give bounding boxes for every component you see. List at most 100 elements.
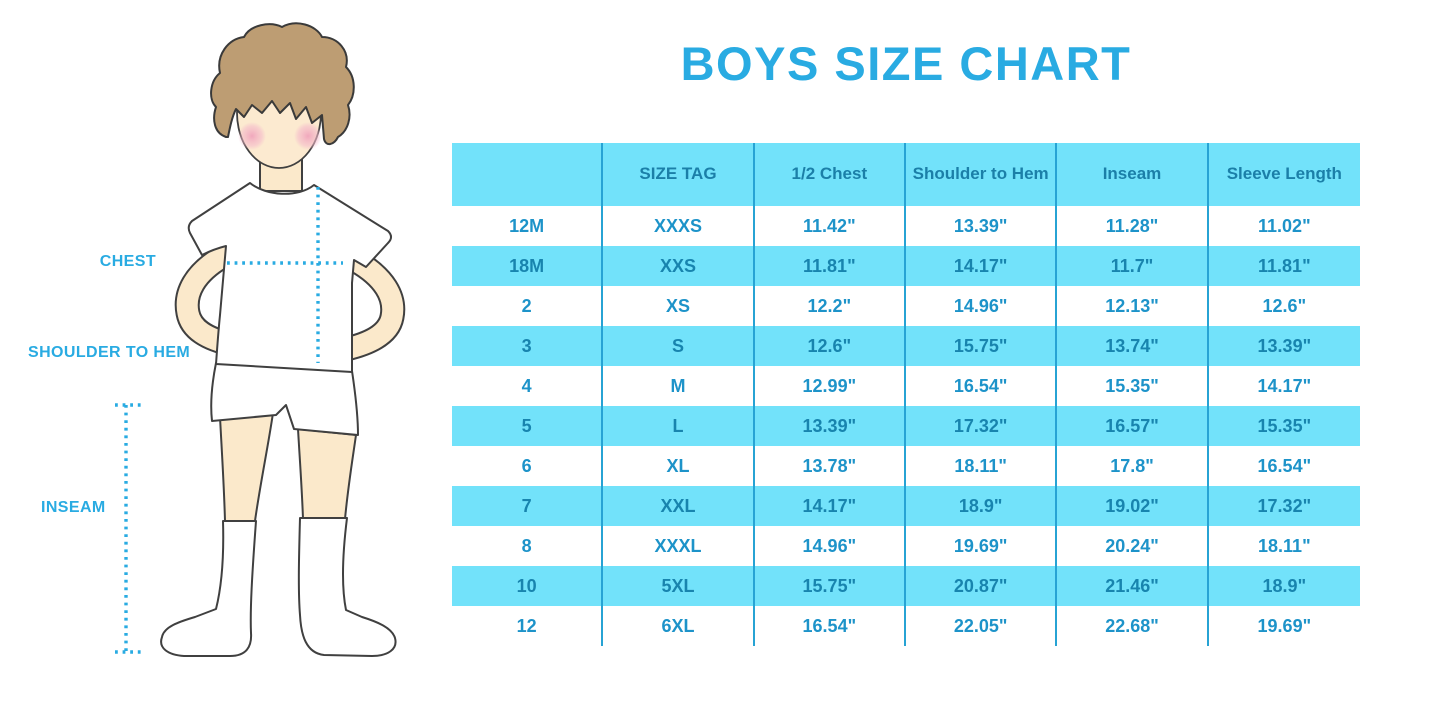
table-row: 4 M 12.99" 16.54" 15.35" 14.17" <box>452 366 1360 406</box>
table-cell: L <box>603 406 755 446</box>
size-table-header-row: SIZE TAG 1/2 Chest Shoulder to Hem Inseam Sl… <box>452 143 1360 206</box>
right-arm <box>335 250 404 360</box>
table-cell: 14.96" <box>755 526 906 566</box>
table-cell: XXS <box>603 246 755 286</box>
table-cell: 12.13" <box>1057 286 1209 326</box>
table-cell: 4 <box>452 366 604 406</box>
table-cell: 19.69" <box>1257 615 1312 636</box>
table-cell: 7 <box>452 486 604 526</box>
table-cell: 5 <box>452 406 604 446</box>
table-cell: 18.11" <box>906 446 1058 486</box>
table-row: 12 6XL 16.54" 22.05" 22.68" 19.69" <box>452 606 1360 646</box>
table-cell: 11.28" <box>1057 206 1209 246</box>
table-cell: 14.17" <box>1257 375 1312 396</box>
table-row: 8 XXXL 14.96" 19.69" 20.24" 18.11" <box>452 526 1360 566</box>
table-cell: 12.2" <box>755 286 906 326</box>
table-cell: 22.68" <box>1057 606 1209 646</box>
table-row: 2 XS 12.2" 14.96" 12.13" 12.6" <box>452 286 1360 326</box>
table-row: 18M XXS 11.81" 14.17" 11.7" 11.81" <box>452 246 1360 286</box>
table-cell: XL <box>603 446 755 486</box>
table-cell: XXXL <box>603 526 755 566</box>
table-cell: XXL <box>603 486 755 526</box>
column-header: SIZE TAG <box>603 143 755 206</box>
column-header: Sleeve Length <box>1226 164 1342 184</box>
shorts <box>210 362 359 436</box>
table-cell: 19.69" <box>906 526 1058 566</box>
table-cell: 6XL <box>603 606 755 646</box>
table-cell: 12.99" <box>755 366 906 406</box>
table-cell: 14.17" <box>755 486 906 526</box>
table-cell: 14.17" <box>906 246 1058 286</box>
table-cell: 18M <box>452 246 604 286</box>
left-leg <box>218 411 275 522</box>
table-cell: 20.87" <box>906 566 1058 606</box>
left-cheek-blush <box>238 122 266 150</box>
table-cell: M <box>603 366 755 406</box>
table-cell: 16.54" <box>755 606 906 646</box>
table-cell: 12M <box>452 206 604 246</box>
table-cell: 8 <box>452 526 604 566</box>
left-arm <box>176 246 245 356</box>
size-table: SIZE TAG 1/2 Chest Shoulder to Hem Inseam Sl… <box>452 143 1360 646</box>
table-row: 7 XXL 14.17" 18.9" 19.02" 17.32" <box>452 486 1360 526</box>
table-cell: 11.02" <box>1258 215 1311 236</box>
table-cell: 11.42" <box>755 206 906 246</box>
table-cell: 12.6" <box>755 326 906 366</box>
table-row: 5 L 13.39" 17.32" 16.57" 15.35" <box>452 406 1360 446</box>
table-cell: 13.39" <box>755 406 906 446</box>
page-title: BOYS SIZE CHART <box>680 37 1132 90</box>
table-cell: 16.54" <box>1257 455 1312 476</box>
table-cell: 15.75" <box>755 566 906 606</box>
table-cell: 6 <box>452 446 604 486</box>
boy-figure-drawing <box>115 22 406 657</box>
table-cell: 21.46" <box>1057 566 1209 606</box>
table-cell: 10 <box>452 566 604 606</box>
table-cell: 14.96" <box>906 286 1058 326</box>
right-sock <box>297 517 397 657</box>
table-cell: 18.9" <box>1262 575 1307 596</box>
table-cell: 16.57" <box>1057 406 1209 446</box>
column-header: Shoulder to Hem <box>906 143 1058 206</box>
boy-measurement-illustration <box>100 15 420 705</box>
table-cell: 17.8" <box>1057 446 1209 486</box>
table-cell: 18.11" <box>1258 535 1311 556</box>
left-sock <box>160 520 257 657</box>
table-cell: 16.54" <box>906 366 1058 406</box>
table-row: 3 S 12.6" 15.75" 13.74" 13.39" <box>452 326 1360 366</box>
table-cell: 15.75" <box>906 326 1058 366</box>
table-cell: S <box>603 326 755 366</box>
table-cell: 5XL <box>603 566 755 606</box>
table-cell: 12.6" <box>1262 295 1307 316</box>
table-cell: 19.02" <box>1057 486 1209 526</box>
table-row: 6 XL 13.78" 18.11" 17.8" 16.54" <box>452 446 1360 486</box>
t-shirt <box>187 182 392 373</box>
table-cell: 18.9" <box>906 486 1058 526</box>
table-cell: 3 <box>452 326 604 366</box>
column-header <box>452 143 604 206</box>
right-leg <box>296 427 358 520</box>
table-cell: 11.81" <box>755 246 906 286</box>
table-cell: 22.05" <box>906 606 1058 646</box>
table-cell: XS <box>603 286 755 326</box>
table-cell: 15.35" <box>1257 415 1312 436</box>
right-cheek-blush <box>294 122 322 150</box>
column-header: 1/2 Chest <box>755 143 906 206</box>
table-cell: 13.39" <box>906 206 1058 246</box>
table-cell: 12 <box>452 606 604 646</box>
table-cell: 13.78" <box>755 446 906 486</box>
table-cell: 17.32" <box>1257 495 1312 516</box>
inseam-label: INSEAM <box>41 499 106 516</box>
table-cell: 13.39" <box>1257 335 1312 356</box>
table-cell: 17.32" <box>906 406 1058 446</box>
hair <box>210 22 355 145</box>
table-cell: 13.74" <box>1057 326 1209 366</box>
table-row: 12M XXXS 11.42" 13.39" 11.28" 11.02" <box>452 206 1360 246</box>
table-cell: XXXS <box>603 206 755 246</box>
table-cell: 15.35" <box>1057 366 1209 406</box>
table-cell: 20.24" <box>1057 526 1209 566</box>
table-cell: 11.7" <box>1057 246 1209 286</box>
table-row: 10 5XL 15.75" 20.87" 21.46" 18.9" <box>452 566 1360 606</box>
chest-label: CHEST <box>99 253 156 270</box>
column-header: Inseam <box>1057 143 1209 206</box>
table-cell: 11.81" <box>1258 255 1311 276</box>
